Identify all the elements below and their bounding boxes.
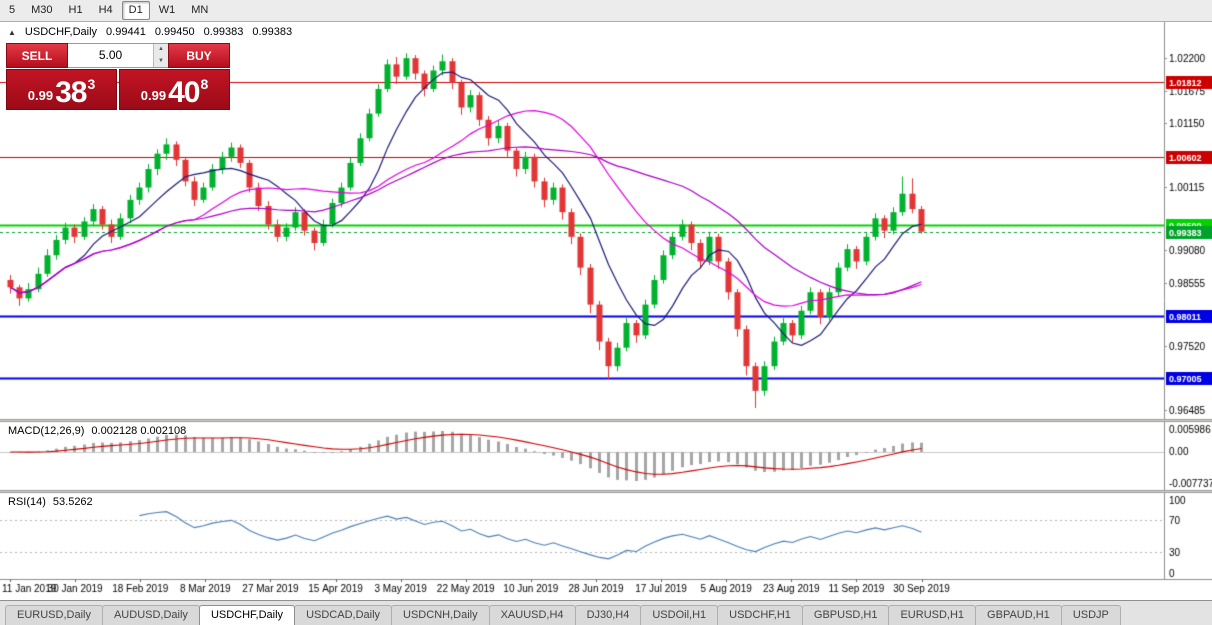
- rsi-value: 53.5262: [52, 496, 93, 508]
- volume-down-button[interactable]: ▼: [154, 55, 168, 67]
- volume-value[interactable]: 5.00: [98, 48, 123, 62]
- ohlc-low: 0.99383: [203, 26, 244, 38]
- chart-tab-usdcnh-daily[interactable]: USDCNH,Daily: [391, 605, 490, 625]
- chart-tab-eurusd-h1[interactable]: EURUSD,H1: [888, 605, 977, 625]
- chart-tab-eurusd-daily[interactable]: EURUSD,Daily: [5, 605, 103, 625]
- chart-header: ▲ USDCHF,Daily 0.99441 0.99450 0.99383 0…: [8, 26, 292, 38]
- chart-tab-audusd-daily[interactable]: AUDUSD,Daily: [101, 605, 200, 625]
- buy-price-big: 40: [168, 76, 200, 109]
- sell-price-sup: 3: [87, 76, 96, 92]
- chart-symbol-label: USDCHF,Daily: [24, 26, 98, 38]
- timeframe-button-5[interactable]: 5: [9, 4, 16, 16]
- sell-price-big: 38: [55, 76, 87, 109]
- timeframe-button-h1[interactable]: H1: [68, 4, 83, 16]
- chart-tab-gbpaud-h1[interactable]: GBPAUD,H1: [975, 605, 1062, 625]
- chart-tab-gbpusd-h1[interactable]: GBPUSD,H1: [801, 605, 890, 625]
- chart-tab-dj30-h4[interactable]: DJ30,H4: [574, 605, 642, 625]
- chart-tab-xauusd-h4[interactable]: XAUUSD,H4: [488, 605, 576, 625]
- macd-indicator-label: MACD(12,26,9) 0.002128 0.002108: [8, 425, 193, 437]
- chart-tab-usdoil-h1[interactable]: USDOil,H1: [640, 605, 719, 625]
- one-click-trade-panel: SELL 5.00 ▲ ▼ BUY 0.99 38 3 0.99 40 8: [6, 43, 230, 110]
- timeframe-button-d1[interactable]: D1: [121, 1, 150, 20]
- macd-values: 0.002128 0.002108: [91, 425, 187, 437]
- buy-price-sup: 8: [200, 76, 209, 92]
- chart-tab-usdchf-h1[interactable]: USDCHF,H1: [717, 605, 803, 625]
- collapse-arrow-icon[interactable]: ▲: [8, 27, 16, 37]
- volume-up-button[interactable]: ▲: [154, 44, 168, 56]
- macd-name: MACD(12,26,9): [8, 425, 85, 437]
- sell-button[interactable]: SELL: [6, 43, 68, 68]
- timeframe-button-mn[interactable]: MN: [191, 4, 209, 16]
- buy-button[interactable]: BUY: [168, 43, 230, 68]
- chart-tab-usdchf-daily[interactable]: USDCHF,Daily: [198, 605, 296, 625]
- timeframe-button-w1[interactable]: W1: [158, 4, 176, 16]
- chart-tabs-bar: EURUSD,Daily AUDUSD,Daily USDCHF,Daily USDC…: [0, 600, 1212, 625]
- chart-window: ▲ USDCHF,Daily 0.99441 0.99450 0.99383 0…: [0, 22, 1212, 600]
- buy-price-box[interactable]: 0.99 40 8: [119, 69, 230, 110]
- volume-field[interactable]: 5.00 ▲ ▼: [68, 43, 168, 68]
- buy-price-prefix: 0.99: [140, 88, 167, 103]
- chart-tab-usdjp[interactable]: USDJP: [1060, 605, 1121, 625]
- ohlc-high: 0.99450: [154, 26, 195, 38]
- price-chart-canvas[interactable]: [0, 22, 1212, 600]
- ohlc-close: 0.99383: [252, 26, 293, 38]
- chart-tab-usdcad-daily[interactable]: USDCAD,Daily: [294, 605, 393, 625]
- timeframe-toolbar: 5 M30 H1 H4 D1 W1 MN: [0, 0, 1212, 22]
- rsi-indicator-label: RSI(14) 53.5262: [8, 496, 100, 508]
- timeframe-button-m30[interactable]: M30: [31, 4, 53, 16]
- volume-spinner: ▲ ▼: [153, 44, 168, 67]
- sell-price-box[interactable]: 0.99 38 3: [6, 69, 117, 110]
- ohlc-open: 0.99441: [106, 26, 146, 38]
- rsi-name: RSI(14): [8, 496, 46, 508]
- timeframe-button-h4[interactable]: H4: [98, 4, 113, 16]
- sell-price-prefix: 0.99: [27, 88, 54, 103]
